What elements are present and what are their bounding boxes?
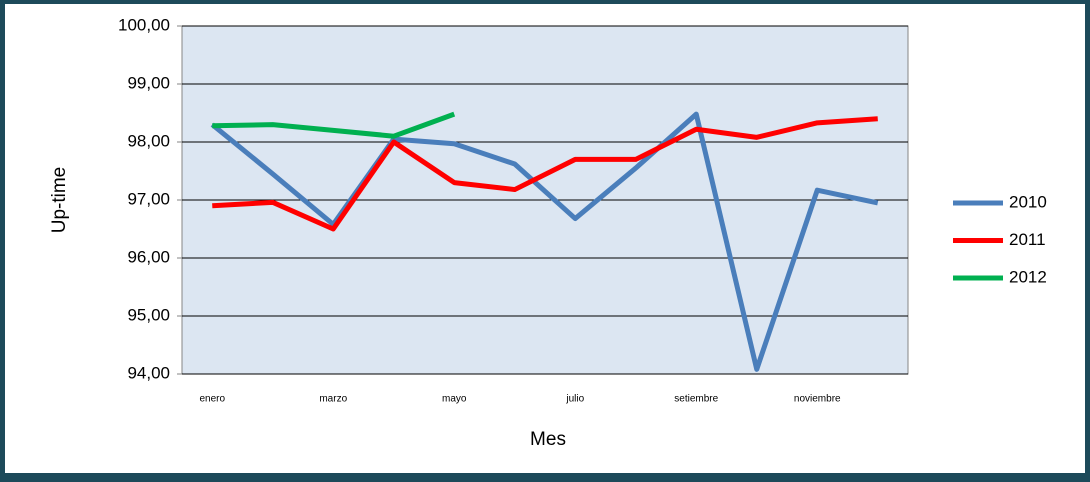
x-tick-label: noviembre xyxy=(794,394,841,405)
x-tick-label: enero xyxy=(199,394,225,405)
y-axis-title: Up-time xyxy=(49,167,70,234)
y-tick-label: 95,00 xyxy=(127,305,170,324)
legend-label: 2012 xyxy=(1009,267,1047,286)
line-series xyxy=(212,111,456,139)
y-tick-label: 98,00 xyxy=(127,131,170,150)
y-tick-label: 94,00 xyxy=(127,363,170,382)
y-tick-label: 97,00 xyxy=(127,189,170,208)
line-series xyxy=(210,111,879,372)
line-series xyxy=(212,116,878,232)
y-tick-label: 99,00 xyxy=(127,73,170,92)
x-tick-label: julio xyxy=(565,394,584,405)
legend-label: 2011 xyxy=(1009,230,1046,249)
y-tick-label: 96,00 xyxy=(127,247,170,266)
x-axis-title: Mes xyxy=(530,429,566,450)
legend-label: 2010 xyxy=(1009,192,1047,211)
x-tick-label: setiembre xyxy=(674,394,718,405)
x-tick-label: marzo xyxy=(319,394,347,405)
x-tick-label: mayo xyxy=(442,394,467,405)
y-tick-label: 100,00 xyxy=(118,15,170,34)
